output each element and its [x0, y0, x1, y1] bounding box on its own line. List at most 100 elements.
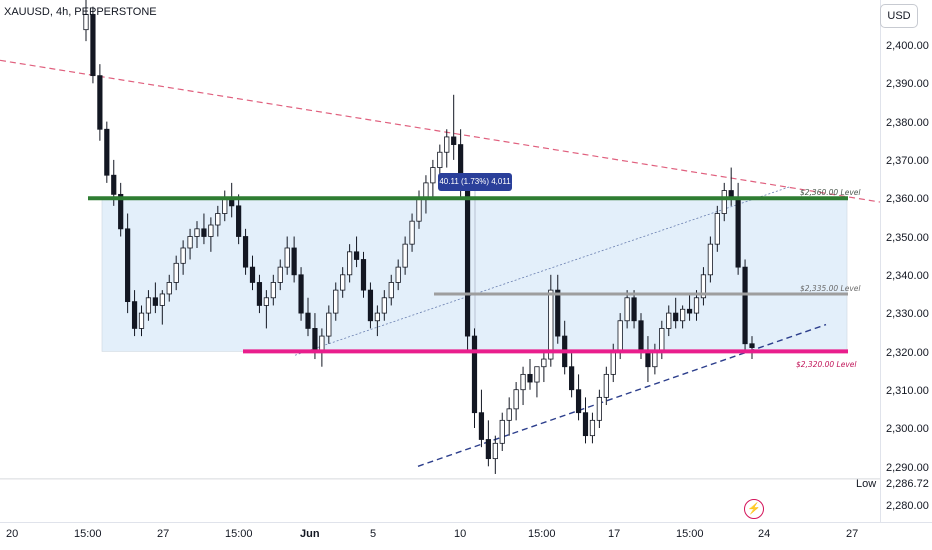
candle-body: [326, 312, 332, 337]
candle-body: [416, 197, 422, 222]
candle-body: [499, 419, 505, 444]
x-tick: 20: [6, 528, 19, 540]
candle-body: [277, 266, 283, 283]
candle-body: [492, 442, 498, 460]
candle-body: [111, 174, 117, 195]
x-tick: 15:00: [225, 528, 253, 540]
candle-body: [242, 236, 249, 268]
candle-body: [97, 75, 103, 130]
candle-body: [159, 293, 165, 306]
candle-body: [374, 312, 380, 322]
candle-body: [680, 308, 686, 322]
candle-body: [256, 282, 263, 306]
candle-body: [305, 312, 311, 329]
x-tick: 15:00: [74, 528, 102, 540]
candle-body: [513, 389, 519, 410]
y-tick: 2,370.00: [886, 155, 929, 167]
x-tick: 24: [758, 528, 771, 540]
level-label-2335: $2,335.00 Level: [800, 284, 861, 293]
x-tick: 5: [370, 528, 377, 540]
candle-body: [603, 373, 609, 398]
candle-body: [249, 266, 256, 283]
candle-body: [152, 297, 158, 306]
candle-body: [638, 320, 644, 352]
y-tick: 2,310.00: [886, 385, 929, 397]
candle-body: [652, 350, 658, 368]
candle-body: [548, 289, 554, 360]
candle-body: [555, 289, 561, 337]
symbol-title: XAUUSD, 4h, PEPPERSTONE: [4, 6, 157, 18]
candle-body: [395, 266, 401, 283]
candle-body: [464, 190, 471, 337]
candle-body: [291, 247, 297, 276]
candle-body: [471, 335, 478, 414]
y-tick: 2,400.00: [886, 40, 929, 52]
candle-body: [624, 297, 630, 322]
candle-body: [749, 343, 755, 348]
y-tick: 2,280.00: [886, 500, 929, 512]
y-tick: 2,390.00: [886, 78, 929, 90]
candle-body: [686, 308, 693, 314]
candle-body: [270, 282, 276, 299]
level-label-2320: $2,320.00 Level: [796, 360, 857, 369]
candle-body: [90, 13, 96, 77]
candle-body: [437, 151, 443, 168]
candle-body: [423, 182, 429, 199]
candle-body: [236, 205, 242, 237]
candle-body: [527, 373, 533, 383]
candle-body: [360, 259, 367, 291]
currency-button[interactable]: USD: [880, 4, 918, 28]
x-tick: 27: [846, 528, 859, 540]
candle-body: [180, 247, 186, 264]
candle-body: [284, 247, 290, 268]
candle-body: [478, 412, 485, 440]
candle-body: [714, 213, 720, 245]
candle-body: [125, 228, 131, 303]
candle-body: [520, 373, 526, 391]
candle-body: [340, 274, 346, 291]
candle-body: [631, 297, 637, 322]
lightning-icon[interactable]: ⚡: [744, 499, 764, 519]
candle-body: [742, 266, 748, 345]
candle-body: [208, 224, 214, 237]
candle-body: [353, 251, 360, 260]
candle-body: [575, 389, 582, 414]
candle-body: [721, 190, 727, 214]
candle-body: [707, 243, 713, 276]
candle-body: [187, 236, 193, 249]
y-tick: 2,290.00: [886, 462, 929, 474]
channel-trendline: [294, 186, 791, 356]
y-tick: 2,360.00: [886, 193, 929, 205]
candle-body: [596, 396, 602, 421]
resistance-trendline: [0, 59, 881, 203]
x-tick: 17: [608, 528, 621, 540]
candle-body: [319, 335, 325, 352]
y-tick: 2,350.00: [886, 232, 929, 244]
x-tick: Jun: [300, 528, 320, 540]
x-tick: 15:00: [676, 528, 704, 540]
candle-body: [735, 197, 741, 268]
candle-body: [166, 282, 172, 295]
x-tick: 15:00: [528, 528, 556, 540]
candle-body: [645, 350, 651, 368]
x-tick: 10: [454, 528, 467, 540]
candle-body: [312, 328, 318, 352]
candle-body: [700, 274, 707, 299]
candle-body: [194, 228, 200, 237]
candle-body: [430, 167, 436, 184]
candle-body: [118, 193, 124, 230]
candle-body: [333, 289, 339, 314]
time-axis-divider: [0, 522, 932, 523]
candle-body: [541, 358, 547, 368]
level-label-2360: $2,360.00 Level: [800, 188, 861, 197]
candle-body: [589, 419, 596, 437]
measure-label: 40.11 (1.73%) 4,011: [438, 173, 512, 191]
candle-body: [201, 228, 207, 237]
y-tick: 2,340.00: [886, 270, 929, 282]
candle-body: [693, 297, 700, 314]
candle-body: [145, 297, 152, 314]
candle-body: [138, 312, 145, 329]
candle-body: [131, 301, 138, 329]
candle-body: [617, 320, 623, 352]
